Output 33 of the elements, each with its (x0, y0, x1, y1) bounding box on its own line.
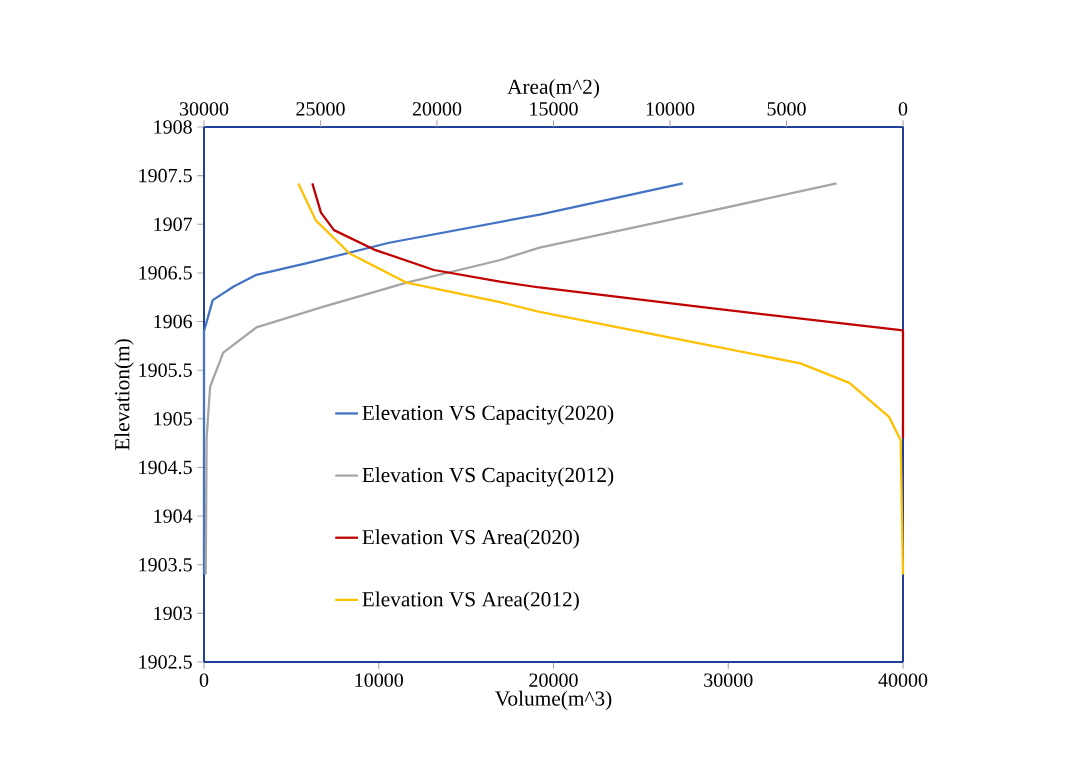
legend-label: Elevation VS Area(2020) (362, 529, 579, 549)
x2-tick-label: 5000 (767, 102, 806, 116)
line-series (202, 182, 684, 576)
y-tick-label: 1904.5 (139, 460, 192, 475)
x2-axis-title: Area(m^2) (507, 78, 600, 99)
y-tick-label: 1903.5 (139, 557, 192, 572)
x2-tick-label: 30000 (179, 102, 229, 116)
y-tick-label: 1903 (154, 606, 192, 621)
x2-tick-label: 0 (898, 102, 908, 116)
x2-tick-label: 10000 (646, 102, 695, 116)
legend-label: Elevation VS Capacity(2020) (362, 405, 614, 425)
x2-tick-label: 15000 (530, 102, 578, 116)
y-tick-label: 1905 (154, 412, 192, 426)
y-axis-title: Elevation(m) (114, 339, 134, 451)
x2-tick-label: 20000 (412, 102, 462, 116)
y-tick-label: 1906.5 (139, 266, 192, 280)
x-axis-title: Volume(m^3) (495, 690, 612, 711)
x-tick-label: 10000 (355, 673, 403, 687)
line-series (204, 182, 838, 576)
y-tick-label: 1905.5 (139, 363, 192, 377)
y-tick-label: 1907.5 (139, 168, 192, 183)
y-tick-label: 1906 (154, 314, 193, 329)
y-tick-label: 1902.5 (139, 655, 192, 669)
x-tick-label: 40000 (878, 673, 928, 687)
y-tick-label: 1908 (154, 120, 192, 134)
x-tick-label: 30000 (704, 673, 753, 687)
x-tick-label: 20000 (529, 673, 578, 687)
x-tick-label: 0 (199, 673, 209, 687)
y-tick-label: 1904 (154, 509, 193, 523)
y-tick-label: 1907 (154, 217, 193, 232)
x2-tick-label: 25000 (296, 102, 345, 116)
legend-label: Elevation VS Capacity(2012) (362, 467, 614, 487)
legend-label: Elevation VS Area(2012) (362, 591, 579, 611)
